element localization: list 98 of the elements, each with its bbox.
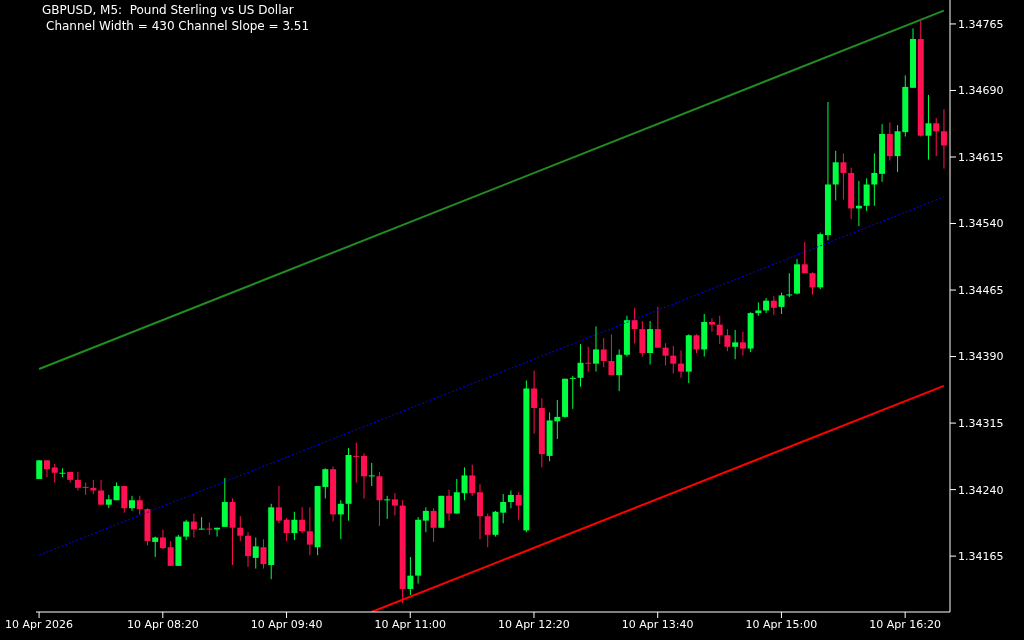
candlestick — [476, 483, 483, 540]
candlestick — [886, 121, 893, 162]
candlestick — [198, 516, 205, 531]
y-tick-label: 1.34165 — [958, 550, 1004, 564]
candlestick — [616, 348, 623, 392]
candlestick — [291, 511, 298, 541]
candlestick — [925, 94, 932, 161]
candlestick — [275, 485, 282, 524]
candlestick — [299, 506, 306, 534]
candlestick — [167, 540, 174, 567]
candlestick — [662, 342, 669, 366]
candlestick — [422, 506, 429, 533]
candlestick — [260, 538, 267, 570]
x-tick-label: 10 Apr 12:20 — [498, 617, 570, 631]
candlestick — [600, 337, 607, 368]
candlestick — [778, 292, 785, 315]
candlestick — [136, 495, 143, 515]
candlestick — [863, 177, 870, 212]
candlestick — [469, 464, 476, 497]
candlestick — [739, 331, 746, 357]
candlestick — [337, 499, 344, 540]
candlestick — [368, 462, 375, 487]
candlestick — [237, 515, 244, 542]
candlestick — [871, 152, 878, 207]
candlestick — [515, 491, 522, 521]
candlestick — [190, 513, 197, 538]
candlestick — [453, 478, 460, 515]
candlestick — [353, 442, 360, 483]
candlestick — [121, 485, 128, 514]
candlestick — [306, 506, 313, 556]
candlestick — [608, 333, 615, 376]
candlestick — [647, 320, 654, 366]
candlestick — [592, 325, 599, 373]
y-tick-label: 1.34240 — [958, 483, 1004, 497]
candlestick — [74, 471, 81, 491]
candlestick — [654, 306, 661, 349]
candlestick — [585, 346, 592, 373]
candlestick — [43, 459, 50, 478]
candlestick — [678, 349, 685, 379]
candlestick — [809, 271, 816, 295]
candlestick — [98, 479, 105, 506]
candlestick — [840, 152, 847, 201]
candlestick — [384, 495, 391, 520]
y-tick-label: 1.34690 — [958, 84, 1004, 98]
candlestick — [36, 459, 43, 480]
candlestick — [129, 495, 136, 512]
candlestick — [446, 489, 453, 522]
candlestick — [786, 272, 793, 298]
x-tick-label: 10 Apr 16:20 — [869, 617, 942, 631]
x-tick-label: 10 Apr 11:00 — [374, 617, 447, 631]
candlestick — [183, 519, 190, 541]
candlestick — [770, 295, 777, 316]
candlestick — [51, 463, 58, 483]
candlestick — [801, 241, 808, 274]
candlestick — [484, 513, 491, 548]
candlestick — [577, 343, 584, 388]
candlestick — [82, 482, 89, 496]
candlestick — [639, 320, 646, 358]
candlestick — [407, 556, 414, 596]
candlestick — [391, 492, 398, 516]
candlestick — [569, 375, 576, 410]
x-tick-label: 10 Apr 15:00 — [745, 617, 818, 631]
candlestick — [670, 345, 677, 374]
candlestick — [500, 493, 507, 524]
candlestick — [832, 150, 839, 201]
candlestick — [693, 333, 700, 354]
candlestick — [716, 315, 723, 345]
candlestick — [283, 517, 290, 542]
y-tick-label: 1.34540 — [958, 217, 1004, 231]
candlestick — [245, 531, 252, 568]
candlestick — [732, 329, 739, 360]
candlestick — [214, 527, 221, 538]
y-tick-label: 1.34765 — [958, 17, 1004, 31]
candlestick — [724, 328, 731, 352]
candlestick — [708, 317, 715, 333]
candlestick — [492, 510, 499, 538]
x-tick-label: 10 Apr 13:40 — [621, 617, 694, 631]
candlestick — [940, 108, 947, 170]
candlestick — [361, 452, 367, 499]
y-tick-label: 1.34390 — [958, 350, 1004, 364]
y-tick-label: 1.34315 — [958, 416, 1004, 430]
x-tick-label: 10 Apr 08:20 — [126, 617, 199, 631]
candlestick — [531, 370, 538, 435]
y-tick-label: 1.34615 — [958, 150, 1004, 164]
chart-title: GBPUSD, M5: Pound Sterling vs US Dollar — [42, 3, 294, 17]
candlestick — [376, 471, 383, 527]
x-tick-label: 10 Apr 09:40 — [250, 617, 323, 631]
annotation: Channel Width = 430 Channel Slope = 3.51 — [46, 19, 310, 33]
candlestick — [252, 537, 259, 570]
candlestick — [430, 507, 437, 543]
candlestick — [206, 521, 213, 536]
x-tick-label: 10 Apr 2026 — [5, 617, 74, 631]
candlestick — [507, 489, 514, 509]
y-tick-label: 1.34465 — [958, 283, 1004, 297]
candlestick — [631, 307, 638, 344]
candlestick — [933, 117, 940, 157]
candlestick — [159, 529, 166, 550]
candlestick — [461, 466, 468, 501]
